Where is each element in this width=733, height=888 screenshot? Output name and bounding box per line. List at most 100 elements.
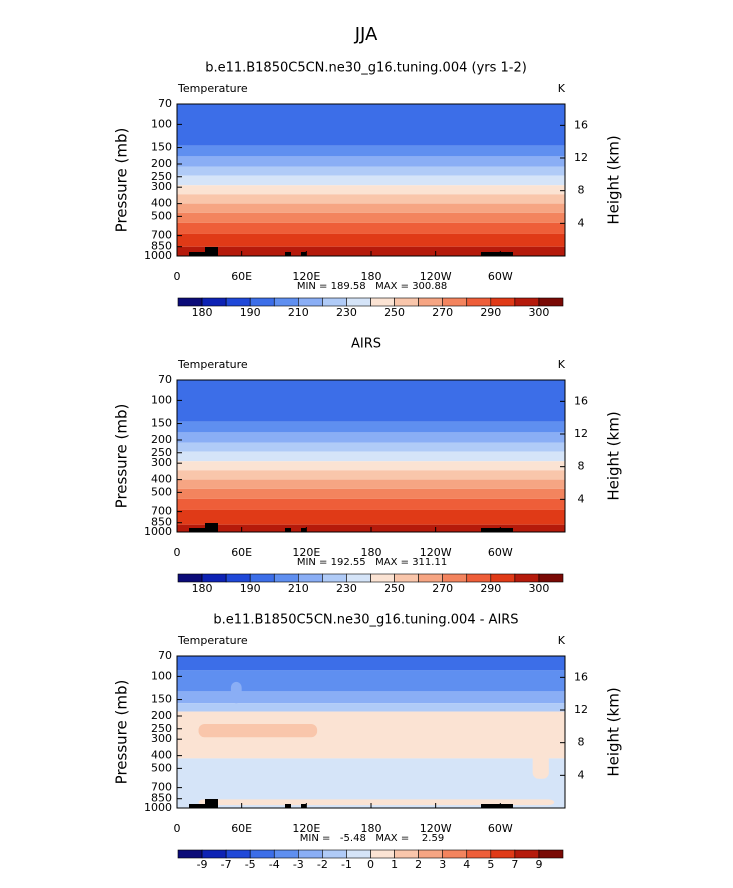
x-tick-label: 120E (292, 270, 320, 283)
x-tick-label: 180 (361, 546, 382, 559)
colorbar-box (370, 297, 395, 307)
colorbar-box (466, 573, 492, 583)
y-tick-label: 100 (151, 117, 172, 130)
terrain (205, 799, 218, 808)
contour-patch (230, 681, 242, 704)
contour-band (177, 145, 565, 157)
y-tick-label: 700 (151, 505, 172, 518)
left-label: Temperature (177, 358, 248, 371)
left-label: Temperature (177, 634, 248, 647)
x-tick-label: 180 (361, 270, 382, 283)
y-tick-label: 200 (151, 709, 172, 722)
terrain (301, 252, 306, 256)
right-label: K (558, 358, 566, 371)
colorbar-box (201, 573, 227, 583)
y-tick-label: 150 (151, 141, 172, 154)
y-tick-label: 150 (151, 417, 172, 430)
y-tick-label: 1000 (144, 801, 172, 814)
y-tick-label: 850 (151, 240, 172, 253)
y2-tick-label: 8 (578, 184, 585, 197)
y2-tick-label: 8 (578, 460, 585, 473)
y-tick-label: 300 (151, 180, 172, 193)
y2-tick-label: 16 (574, 118, 588, 131)
y2-axis-label: Height (km) (605, 687, 623, 776)
colorbar-label: 1 (391, 858, 398, 871)
colorbar-box (322, 849, 347, 859)
panel-title: b.e11.B1850C5CN.ne30_g16.tuning.004 - AI… (213, 613, 518, 628)
x-tick-label: 60E (231, 546, 252, 559)
colorbar-label: 250 (384, 306, 405, 319)
colorbar-label: -7 (221, 858, 232, 871)
colorbar-label: 290 (480, 306, 501, 319)
colorbar-label: -3 (293, 858, 304, 871)
x-tick-label: 0 (174, 270, 181, 283)
y-tick-label: 150 (151, 693, 172, 706)
colorbar-box (177, 573, 203, 583)
y-axis-label: Pressure (mb) (113, 128, 131, 233)
y-tick-label: 400 (151, 473, 172, 486)
x-tick-label: 60W (488, 546, 513, 559)
colorbar-box (466, 297, 492, 307)
y-tick-label: 300 (151, 456, 172, 469)
contour-band (177, 421, 565, 433)
contour-band (177, 233, 565, 247)
contour-band (177, 451, 565, 462)
y-tick-label: 500 (151, 485, 172, 498)
colorbar-box (177, 297, 203, 307)
contour-patch (198, 723, 318, 738)
y2-tick-label: 16 (574, 394, 588, 407)
colorbar-box (418, 573, 443, 583)
colorbar-box (442, 573, 468, 583)
terrain (189, 528, 207, 532)
contour-band (177, 194, 565, 204)
y-tick-label: 100 (151, 669, 172, 682)
stats: MIN = 189.58 MAX = 300.88 (297, 281, 447, 292)
contour-band (177, 670, 565, 692)
contour-band (177, 380, 565, 422)
contour-band (177, 461, 565, 471)
contour-patch (198, 799, 555, 806)
y2-tick-label: 16 (574, 670, 588, 683)
colorbar-box (490, 573, 516, 583)
colorbar-box (249, 849, 275, 859)
colorbar-box (273, 297, 299, 307)
colorbar-label: 190 (240, 582, 261, 595)
terrain (301, 804, 306, 808)
y-tick-label: 200 (151, 433, 172, 446)
colorbar-label: 9 (535, 858, 542, 871)
colorbar-box (322, 297, 347, 307)
y-tick-label: 300 (151, 732, 172, 745)
terrain (205, 247, 218, 256)
contour-band (177, 432, 565, 443)
colorbar-box (490, 297, 516, 307)
y-tick-label: 250 (151, 170, 172, 183)
colorbar-box (490, 849, 516, 859)
contour-band (177, 479, 565, 489)
x-tick-label: 120W (420, 822, 452, 835)
y-tick-label: 400 (151, 749, 172, 762)
colorbar-box (514, 297, 540, 307)
colorbar-label: 180 (192, 582, 213, 595)
x-tick-label: 120W (420, 270, 452, 283)
colorbar-box (538, 297, 564, 307)
panel-title: b.e11.B1850C5CN.ne30_g16.tuning.004 (yrs… (205, 61, 527, 76)
colorbar-label: 230 (336, 582, 357, 595)
terrain (205, 523, 218, 532)
contour-band (177, 488, 565, 499)
colorbar-label: 5 (487, 858, 494, 871)
terrain (189, 804, 207, 808)
contour-band (177, 175, 565, 186)
colorbar-box (322, 573, 347, 583)
y-tick-label: 70 (158, 649, 172, 662)
terrain (189, 252, 207, 256)
colorbar-box (346, 849, 371, 859)
y-tick-label: 70 (158, 373, 172, 386)
y2-tick-label: 4 (578, 768, 585, 781)
colorbar-box (273, 849, 299, 859)
colorbar-label: -1 (341, 858, 352, 871)
y-tick-label: 70 (158, 97, 172, 110)
colorbar-box (177, 849, 203, 859)
colorbar-box (273, 573, 299, 583)
colorbar-label: 7 (511, 858, 518, 871)
